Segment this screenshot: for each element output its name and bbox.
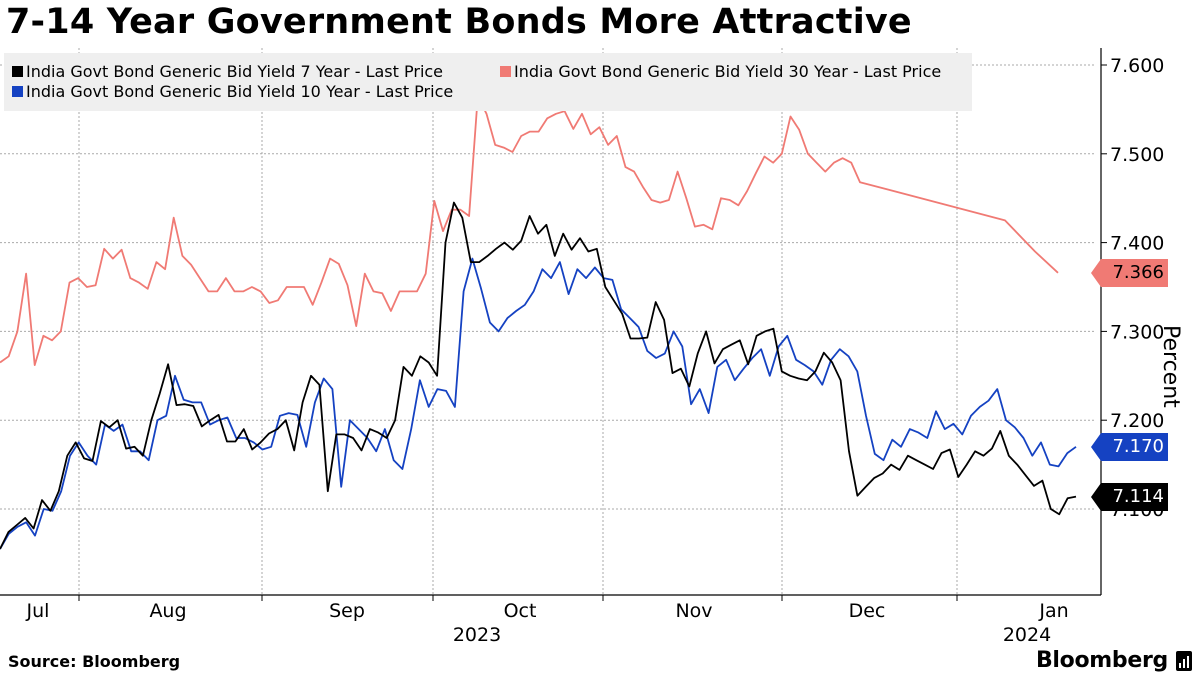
- y-tick-label: 7.400: [1110, 233, 1164, 255]
- x-year-label-2024: 2024: [1003, 624, 1051, 646]
- x-year-label-2023: 2023: [453, 624, 501, 646]
- last-value-tag-30y: 7.366: [1091, 258, 1168, 287]
- x-tick-label-aug: Aug: [149, 600, 186, 622]
- y-tick-label: 7.200: [1110, 410, 1164, 432]
- x-tick-label-nov: Nov: [675, 600, 712, 622]
- chart-title: 7-14 Year Government Bonds More Attracti…: [6, 2, 912, 42]
- x-tick-label-jul: Jul: [26, 600, 50, 622]
- y-axis-label: Percent: [1158, 325, 1183, 408]
- y-tick-label: 7.500: [1110, 144, 1164, 166]
- x-tick-label-jan: Jan: [1038, 600, 1068, 622]
- brand-logo: Bloomberg: [1035, 648, 1168, 673]
- legend: India Govt Bond Generic Bid Yield 7 Year…: [4, 53, 972, 111]
- x-tick-label-dec: Dec: [849, 600, 886, 622]
- series-line-30y: [0, 95, 1059, 366]
- legend-label-7y: India Govt Bond Generic Bid Yield 7 Year…: [26, 62, 444, 81]
- legend-swatch-30y: [500, 66, 511, 77]
- x-tick-label-sep: Sep: [329, 600, 365, 622]
- legend-item-10y: India Govt Bond Generic Bid Yield 10 Yea…: [12, 82, 453, 101]
- legend-swatch-10y: [12, 86, 23, 97]
- x-tick-label-oct: Oct: [504, 600, 537, 622]
- last-value-tag-10y: 7.170: [1091, 432, 1168, 461]
- legend-label-30y: India Govt Bond Generic Bid Yield 30 Yea…: [514, 62, 942, 81]
- last-value-tag-7y: 7.114: [1091, 482, 1168, 511]
- y-tick-label: 7.300: [1110, 321, 1164, 343]
- legend-item-30y: India Govt Bond Generic Bid Yield 30 Yea…: [500, 62, 941, 81]
- series-line-7y: [0, 201, 1077, 550]
- brand-chart-icon: [1176, 651, 1192, 671]
- y-tick-label: 7.600: [1110, 55, 1164, 77]
- legend-swatch-7y: [12, 66, 23, 77]
- legend-item-7y: India Govt Bond Generic Bid Yield 7 Year…: [12, 62, 443, 81]
- source-note: Source: Bloomberg: [8, 652, 181, 671]
- series-line-10y: [0, 257, 1077, 550]
- legend-label-10y: India Govt Bond Generic Bid Yield 10 Yea…: [26, 82, 454, 101]
